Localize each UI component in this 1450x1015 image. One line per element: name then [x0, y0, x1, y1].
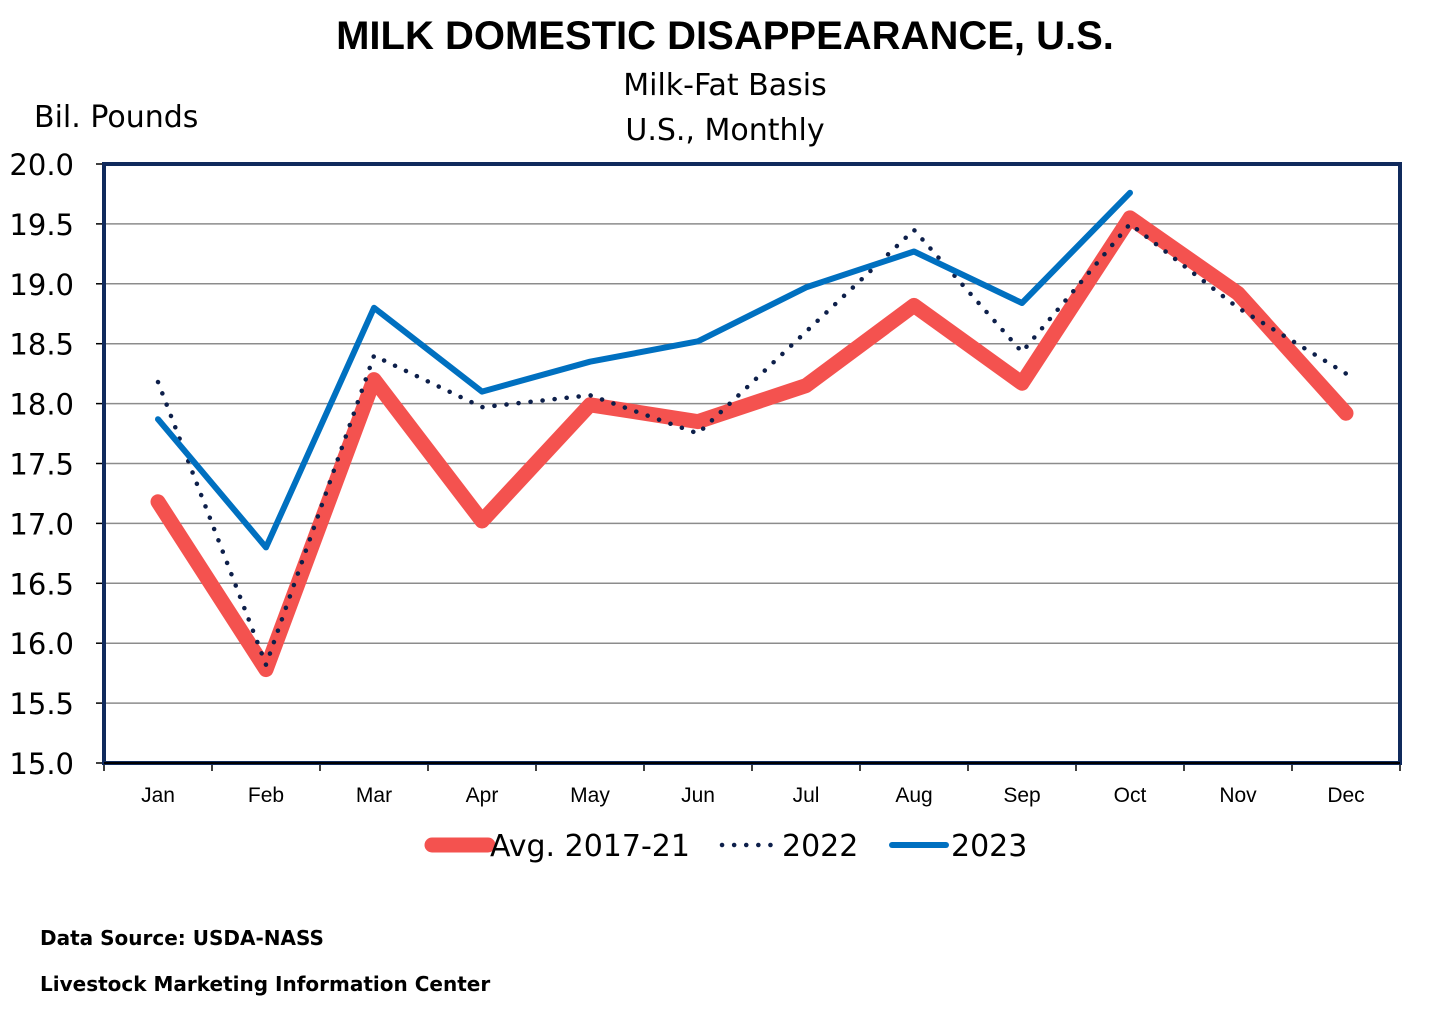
y-tick-label: 16.0	[9, 627, 74, 661]
y-tick-label: 20.0	[9, 148, 74, 182]
chart-subtitle-line-2: U.S., Monthly	[625, 113, 825, 148]
y-tick-label: 18.5	[9, 328, 74, 362]
y-tick-label: 18.0	[9, 388, 74, 422]
series-line-1	[150, 210, 1354, 678]
x-tick-label: Jul	[793, 784, 820, 807]
y-tick-label: 16.5	[9, 567, 74, 601]
x-tick-label: Dec	[1327, 784, 1364, 807]
x-tick-label: Feb	[248, 784, 284, 807]
x-tick-label: Sep	[1003, 784, 1040, 807]
y-tick-label: 19.0	[9, 268, 74, 302]
legend-label-1: Avg. 2017-21	[490, 829, 690, 864]
y-tick-label: 19.5	[9, 208, 74, 242]
y-tick-label: 15.0	[9, 747, 74, 781]
x-tick-label: Jan	[141, 784, 175, 807]
y-tick-label: 15.5	[9, 687, 74, 721]
legend-label-3: 2023	[951, 829, 1027, 864]
x-tick-label: Aug	[895, 784, 932, 807]
chart-title: MILK DOMESTIC DISAPPEARANCE, U.S.	[336, 14, 1114, 58]
y-axis-label: Bil. Pounds	[34, 100, 199, 135]
line-chart: 15.0 15.5 16.0 16.5 17.0 17.5 18.0 18.5 19.0 19.5…	[9, 148, 1402, 864]
y-tick-label: 17.0	[9, 507, 74, 541]
x-tick-label: Oct	[1114, 784, 1147, 807]
data-source-note: Data Source: USDA-NASS	[40, 926, 324, 950]
x-tick-label: Nov	[1219, 784, 1257, 807]
series-line-2	[155, 221, 1349, 668]
series-line-3	[155, 189, 1133, 551]
chart-subtitle-line-1: Milk-Fat Basis	[623, 68, 827, 103]
legend-label-2: 2022	[782, 829, 858, 864]
x-tick-label: May	[570, 784, 610, 807]
y-tick-label: 17.5	[9, 448, 74, 482]
organization-note: Livestock Marketing Information Center	[40, 972, 491, 996]
x-tick-label: Jun	[681, 784, 715, 807]
x-tick-label: Mar	[356, 784, 392, 807]
x-tick-label: Apr	[466, 784, 499, 807]
